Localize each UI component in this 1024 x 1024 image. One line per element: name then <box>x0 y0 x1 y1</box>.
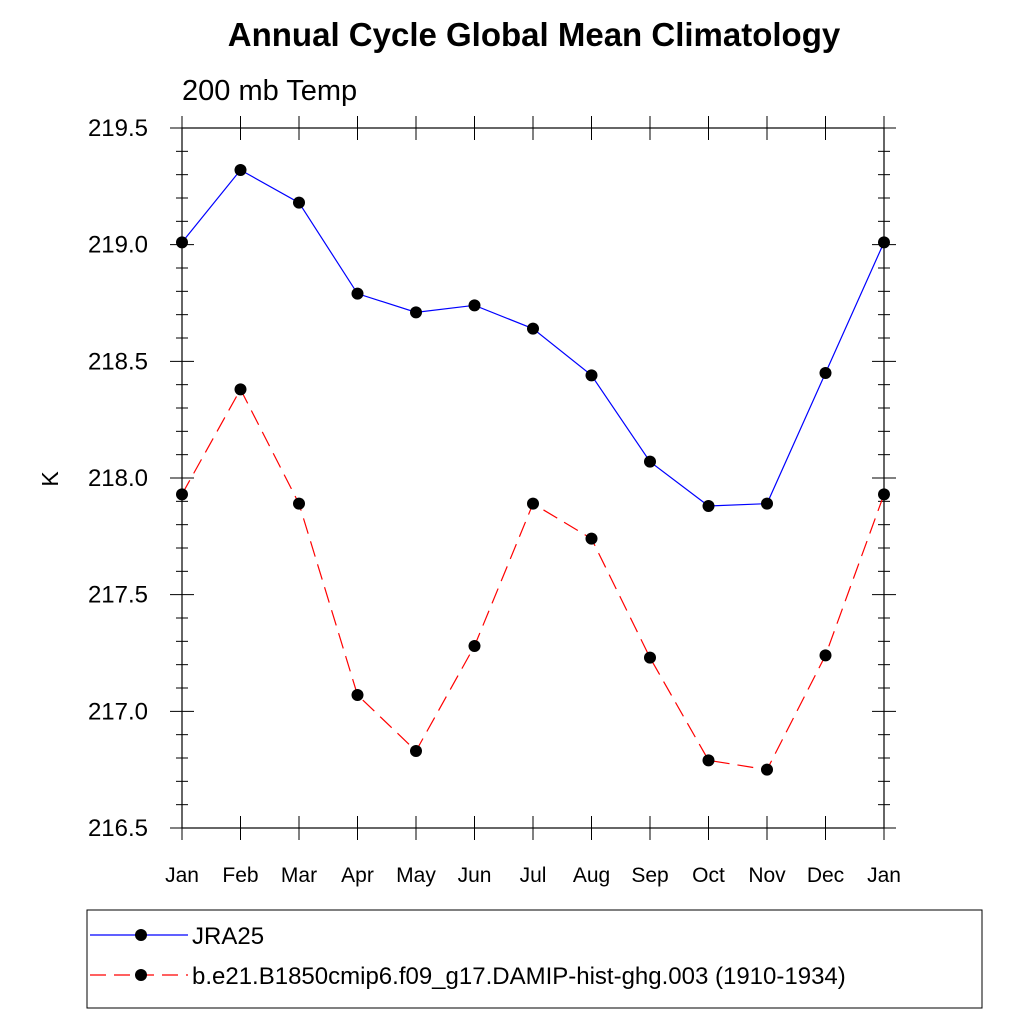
series-0-point <box>644 455 656 468</box>
series-layer <box>176 164 890 776</box>
series-1-point <box>702 754 715 767</box>
y-tick-label: 219.0 <box>88 232 148 259</box>
x-tick-label: Jun <box>458 864 492 887</box>
series-0-point <box>527 322 539 335</box>
x-tick-label: Jul <box>520 864 547 887</box>
x-tick-label: Oct <box>692 864 725 887</box>
series-0-point <box>702 500 715 512</box>
legend-marker-1 <box>135 969 147 981</box>
x-tick-label: Dec <box>807 864 844 887</box>
x-tick-label: Mar <box>281 864 317 887</box>
series-1-point <box>761 763 773 776</box>
legend-label-1: b.e21.B1850cmip6.f09_g17.DAMIP-hist-ghg.… <box>192 963 846 990</box>
y-tick-label: 218.0 <box>88 465 148 492</box>
series-0-point <box>819 367 832 379</box>
series-0-point <box>468 299 481 312</box>
series-1-point <box>468 640 481 652</box>
y-tick-label: 216.5 <box>88 815 148 842</box>
series-line-0 <box>181 169 885 507</box>
series-1-point <box>410 745 422 757</box>
series-0-point <box>585 369 598 382</box>
y-tick-label: 219.5 <box>88 115 148 142</box>
legend-marker-0 <box>135 929 147 941</box>
x-tick-label: Jan <box>165 864 199 887</box>
x-tick-label: Sep <box>631 864 668 887</box>
series-0-point <box>234 164 247 176</box>
y-tick-label: 217.5 <box>88 582 148 609</box>
series-1-point <box>819 649 832 662</box>
series-1-point <box>585 532 598 545</box>
y-tick-label: 217.0 <box>88 698 148 725</box>
y-axis-label: K <box>37 471 63 487</box>
series-0-point <box>761 497 773 510</box>
y-tick-label: 218.5 <box>88 348 148 375</box>
ticks-layer: 216.5 217.0 217.5 218.0 218.5 219.0 219.5 Jan Fe… <box>88 115 901 887</box>
x-tick-label: Apr <box>341 864 374 887</box>
legend-box <box>86 909 983 1009</box>
series-1-point <box>351 689 364 701</box>
plot-frame <box>181 127 885 829</box>
x-tick-label: Jan <box>867 864 901 887</box>
series-1-point <box>644 651 656 664</box>
series-1-point <box>234 383 247 396</box>
series-1-point <box>293 497 305 510</box>
chart-title: Annual Cycle Global Mean Climatology <box>228 16 841 53</box>
x-tick-label: May <box>396 864 436 887</box>
series-1-point <box>527 497 539 510</box>
series-0-point <box>351 287 364 300</box>
legend-label-0: JRA25 <box>192 923 264 950</box>
chart-subtitle: 200 mb Temp <box>182 75 357 107</box>
series-line-1 <box>181 388 885 771</box>
x-tick-label: Aug <box>573 864 610 887</box>
series-0-point <box>293 196 305 209</box>
legend: JRA25 b.e21.B1850cmip6.f09_g17.DAMIP-hist… <box>86 909 983 1009</box>
x-tick-label: Nov <box>748 864 786 887</box>
x-tick-label: Feb <box>222 864 258 887</box>
series-0-point <box>410 306 422 319</box>
